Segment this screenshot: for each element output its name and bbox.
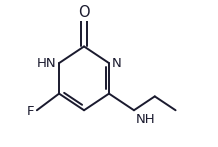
Text: NH: NH	[135, 113, 155, 126]
Text: N: N	[112, 57, 121, 70]
Text: F: F	[27, 105, 34, 118]
Text: HN: HN	[37, 57, 56, 70]
Text: O: O	[78, 5, 90, 20]
